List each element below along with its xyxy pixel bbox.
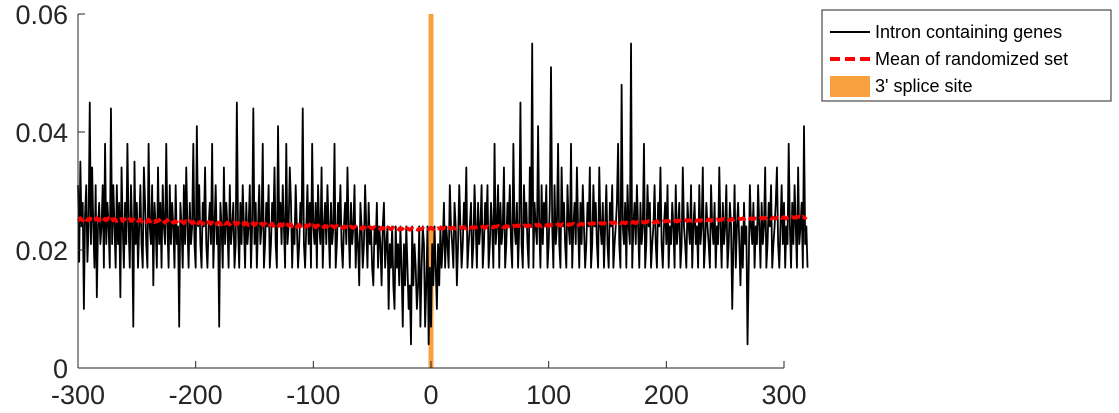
x-tick-label: 300 bbox=[761, 380, 806, 410]
series-line-intron-containing-genes bbox=[77, 42, 809, 346]
x-tick-label: 100 bbox=[526, 380, 571, 410]
y-tick-label: 0.06 bbox=[15, 0, 68, 30]
axes: -300 -200 -100 0 100 200 300 0 0.02 0.04 0.06 bbox=[15, 0, 806, 410]
x-tick-label: -200 bbox=[169, 380, 223, 410]
splice-site-marker bbox=[428, 14, 434, 368]
x-tick-label: -100 bbox=[286, 380, 340, 410]
legend-label-splice: 3' splice site bbox=[875, 76, 972, 96]
x-tick-label: 0 bbox=[423, 380, 438, 410]
x-tick-label: 200 bbox=[644, 380, 689, 410]
series-line-mean-randomized-set bbox=[76, 214, 808, 232]
x-tick-label: -300 bbox=[51, 380, 105, 410]
legend-box bbox=[821, 9, 1112, 102]
y-tick-label: 0.02 bbox=[15, 236, 68, 266]
legend-label-intron: Intron containing genes bbox=[875, 22, 1062, 42]
legend: Intron containing genes Mean of randomiz… bbox=[821, 9, 1112, 102]
series-layer bbox=[76, 42, 809, 346]
marker-layer bbox=[428, 14, 434, 368]
legend-swatch-splice bbox=[830, 76, 870, 97]
legend-label-randomized: Mean of randomized set bbox=[875, 49, 1068, 69]
y-tick-label: 0 bbox=[53, 354, 68, 384]
y-tick-label: 0.04 bbox=[15, 118, 68, 148]
